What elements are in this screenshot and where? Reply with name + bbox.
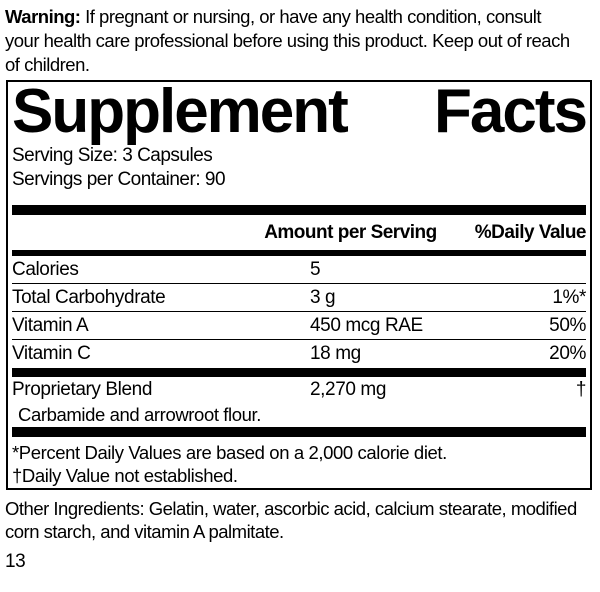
nutrient-name: Total Carbohydrate bbox=[12, 286, 166, 308]
supplement-facts-panel: Supplement Facts Serving Size: 3 Capsule… bbox=[6, 80, 592, 490]
nutrient-row-total-carbohydrate: Total Carbohydrate 3 g 1%* bbox=[12, 284, 586, 312]
warning-line-1: Warning: If pregnant or nursing, or have… bbox=[5, 5, 599, 29]
serving-info: Serving Size: 3 Capsules Servings per Co… bbox=[12, 144, 586, 192]
nutrient-amount: 2,270 mg bbox=[310, 379, 387, 400]
nutrient-row-proprietary-blend: Proprietary Blend 2,270 mg † bbox=[12, 377, 586, 403]
nutrient-daily-value: 1%* bbox=[552, 286, 586, 308]
supplement-facts-title: Supplement Facts bbox=[12, 77, 588, 146]
table-header-row: Amount per Serving %Daily Value bbox=[12, 215, 586, 250]
nutrient-name: Vitamin C bbox=[12, 343, 91, 364]
nutrient-row-vitamin-a: Vitamin A 450 mcg RAE 50% bbox=[12, 312, 586, 340]
medium-rule-under-header bbox=[12, 250, 586, 256]
warning-label: Warning: bbox=[5, 6, 81, 27]
nutrient-amount: 450 mcg RAE bbox=[310, 314, 423, 336]
title-word-supplement: Supplement bbox=[12, 77, 349, 146]
title-word-facts: Facts bbox=[434, 77, 588, 146]
footnote-daily-value-not-established: †Daily Value not established. bbox=[12, 465, 238, 486]
page-number: 13 bbox=[5, 551, 26, 572]
nutrient-amount: 3 g bbox=[310, 286, 336, 308]
serving-size: Serving Size: 3 Capsules bbox=[12, 145, 213, 166]
nutrient-name: Proprietary Blend bbox=[12, 379, 152, 400]
footnote-percent-daily-values: *Percent Daily Values are based on a 2,0… bbox=[12, 442, 447, 463]
nutrient-name: Vitamin A bbox=[12, 314, 89, 336]
nutrient-row-calories: Calories 5 bbox=[12, 256, 586, 284]
thick-rule-bottom bbox=[12, 427, 586, 437]
proprietary-blend-ingredients: Carbamide and arrowroot flour. bbox=[18, 404, 262, 425]
thick-rule-mid bbox=[12, 368, 586, 377]
thick-rule-top bbox=[12, 205, 586, 215]
warning-line-2: your health care professional before usi… bbox=[5, 30, 570, 51]
nutrient-amount: 18 mg bbox=[310, 343, 361, 364]
warning-line-3: of children. bbox=[5, 54, 90, 75]
nutrient-amount: 5 bbox=[310, 258, 321, 280]
warning-text: Warning: If pregnant or nursing, or have… bbox=[5, 5, 599, 77]
nutrient-daily-value: † bbox=[575, 379, 587, 400]
nutrient-daily-value: 20% bbox=[549, 343, 586, 364]
servings-per-container: Servings per Container: 90 bbox=[12, 169, 226, 190]
column-header-amount: Amount per Serving bbox=[264, 221, 437, 243]
nutrient-row-vitamin-c: Vitamin C 18 mg 20% bbox=[12, 340, 586, 368]
other-ingredients-line-2: corn starch, and vitamin A palmitate. bbox=[5, 521, 284, 542]
warning-line-1-text: If pregnant or nursing, or have any heal… bbox=[80, 6, 542, 27]
other-ingredients: Other Ingredients: Gelatin, water, ascor… bbox=[5, 497, 599, 543]
nutrient-name: Calories bbox=[12, 258, 79, 280]
nutrient-daily-value: 50% bbox=[549, 314, 586, 336]
column-header-daily-value: %Daily Value bbox=[474, 221, 587, 243]
other-ingredients-line-1: Other Ingredients: Gelatin, water, ascor… bbox=[5, 498, 577, 519]
